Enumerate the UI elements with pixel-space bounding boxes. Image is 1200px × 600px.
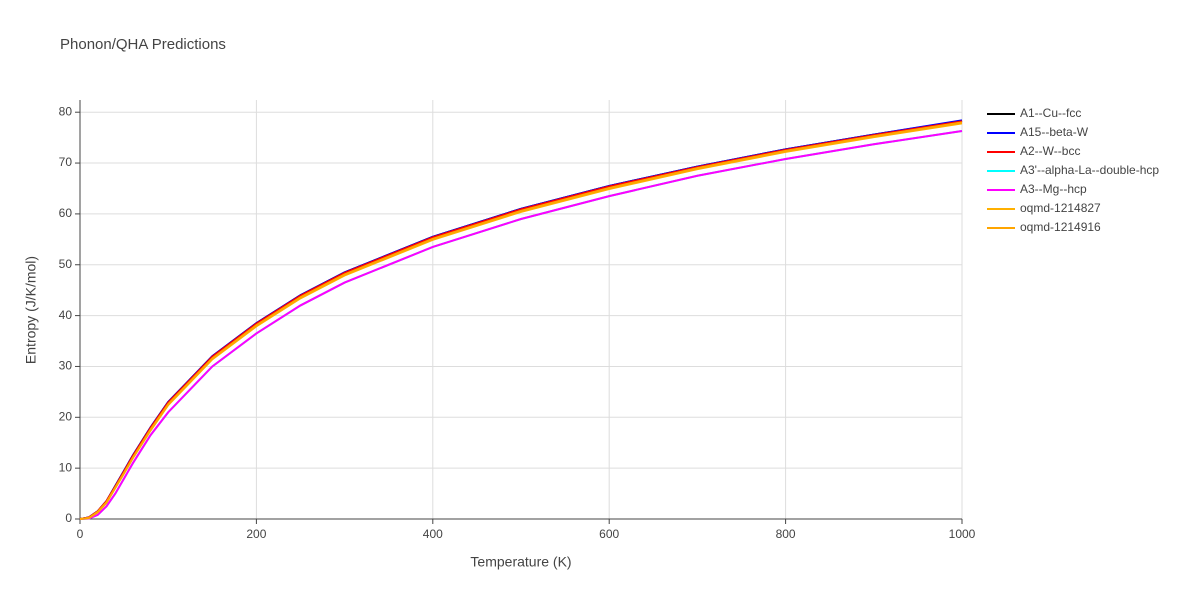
y-tick-label: 30: [59, 359, 73, 373]
y-tick-label: 80: [59, 104, 73, 118]
legend-label: A15--beta-W: [1020, 125, 1089, 139]
y-tick-label: 50: [59, 257, 73, 271]
series-line: [79, 119, 963, 520]
chart-title: Phonon/QHA Predictions: [60, 36, 226, 53]
x-tick-label: 800: [776, 527, 796, 541]
y-tick-label: 70: [59, 155, 73, 169]
legend-label: oqmd-1214827: [1020, 201, 1101, 215]
series-line: [79, 120, 963, 520]
series-line: [79, 122, 963, 520]
y-tick-label: 10: [59, 460, 73, 474]
x-tick-label: 400: [423, 527, 443, 541]
legend-label: A1--Cu--fcc: [1020, 106, 1081, 120]
series-line: [79, 130, 963, 520]
y-tick-label: 60: [59, 206, 73, 220]
y-tick-label: 40: [59, 308, 73, 322]
legend-label: A3'--alpha-La--double-hcp: [1020, 163, 1159, 177]
legend-label: A3--Mg--hcp: [1020, 182, 1087, 196]
y-tick-label: 0: [65, 511, 72, 525]
x-tick-label: 200: [246, 527, 266, 541]
x-axis-title: Temperature (K): [470, 554, 571, 570]
x-tick-label: 600: [599, 527, 619, 541]
series-line: [79, 130, 963, 520]
legend-label: oqmd-1214916: [1020, 220, 1101, 234]
x-tick-label: 0: [77, 527, 84, 541]
legend-label: A2--W--bcc: [1020, 144, 1080, 158]
x-tick-label: 1000: [949, 527, 976, 541]
y-tick-label: 20: [59, 409, 73, 423]
series-line: [79, 121, 963, 520]
series-line: [79, 119, 963, 520]
y-axis-title: Entropy (J/K/mol): [23, 256, 39, 364]
